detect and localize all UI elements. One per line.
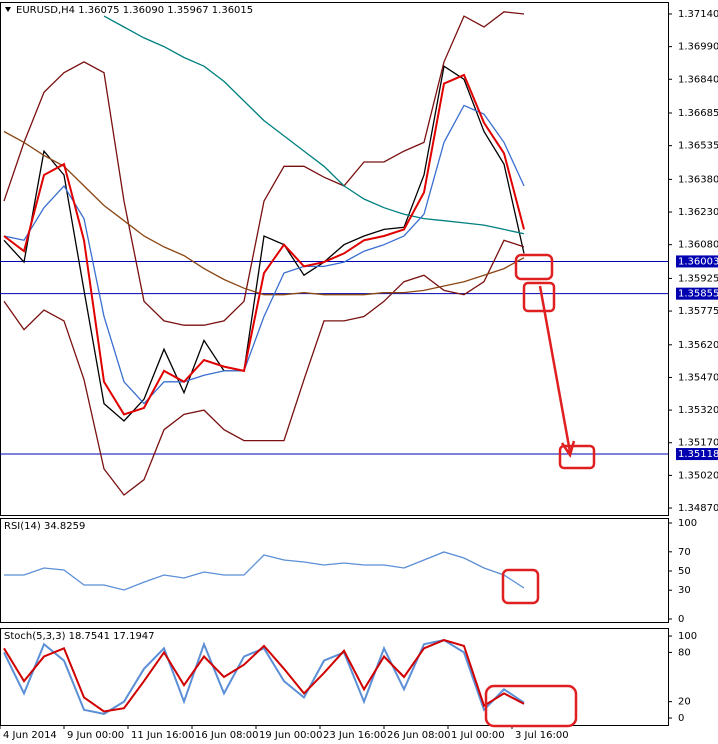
y-tick-label: 1.35775 (678, 306, 718, 317)
y-tick-label: 1.35320 (678, 405, 718, 416)
x-tick-label: 4 Jun 2014 (3, 730, 57, 741)
series-line (4, 551, 525, 591)
y-tick-label: 100 (678, 631, 697, 642)
y-tick-label: 1.36230 (678, 207, 718, 218)
level-label-bg (676, 287, 718, 300)
x-tick-label: 1 Jul 00:00 (451, 730, 505, 741)
x-tick-label: 3 Jul 16:00 (515, 730, 569, 741)
y-tick-label: 1.34870 (678, 503, 718, 514)
level-label-bg (676, 448, 718, 461)
y-tick-label: 70 (678, 547, 691, 558)
y-tick-label: 1.35470 (678, 372, 718, 383)
y-tick-label: 1.36990 (678, 42, 718, 53)
y-tick-label: 1.35925 (678, 273, 718, 284)
panel-title: Stoch(5,3,3) 18.7541 17.1947 (4, 631, 155, 642)
y-tick-label: 1.36840 (678, 74, 718, 85)
y-tick-label: 1.35620 (678, 340, 718, 351)
series-line (3, 104, 525, 405)
y-tick-label: 20 (678, 697, 691, 708)
panel-title: EURUSD,H4 1.36075 1.36090 1.35967 1.3601… (16, 5, 253, 16)
series-line (3, 639, 525, 713)
y-tick-label: 1.36685 (678, 108, 718, 119)
series-line (103, 15, 525, 235)
annotation-arrowhead (560, 440, 576, 458)
y-tick-label: 0 (678, 614, 684, 625)
panel-frame (0, 518, 669, 623)
panel-frame (0, 628, 669, 726)
level-label-bg (676, 255, 718, 268)
y-tick-label: 30 (678, 585, 691, 596)
y-tick-label: 1.35170 (678, 438, 718, 449)
level-label: 1.35855 (678, 289, 718, 300)
y-tick-label: 1.36535 (678, 141, 718, 152)
series-line (3, 11, 525, 326)
y-tick-label: 80 (678, 647, 691, 658)
series-line (3, 130, 525, 296)
annotation-box (501, 568, 540, 605)
y-tick-label: 1.36080 (678, 240, 718, 251)
x-tick-label: 16 Jun 08:00 (195, 730, 259, 741)
x-tick-label: 11 Jun 16:00 (131, 730, 195, 741)
y-tick-label: 0 (678, 713, 684, 724)
y-tick-label: 1.37140 (678, 9, 718, 20)
level-label: 1.35118 (678, 449, 718, 460)
annotation-arrow (538, 285, 572, 453)
panel-title: RSI(14) 34.8259 (4, 521, 85, 532)
menu-icon[interactable] (5, 7, 11, 12)
series-line (3, 639, 525, 715)
annotation-box (522, 281, 556, 313)
annotation-box (514, 253, 554, 281)
level-label: 1.36003 (678, 256, 718, 267)
annotation-box (484, 684, 578, 728)
series-line (3, 65, 525, 422)
y-tick-label: 50 (678, 566, 691, 577)
annotation-box (558, 444, 596, 470)
y-tick-label: 100 (678, 518, 697, 529)
panel-frame (0, 2, 669, 516)
x-tick-label: 23 Jun 16:00 (323, 730, 387, 741)
annotations (484, 253, 596, 728)
x-tick-label: 26 Jun 08:00 (387, 730, 451, 741)
y-tick-label: 1.36380 (678, 174, 718, 185)
x-tick-label: 9 Jun 00:00 (67, 730, 124, 741)
series-line (3, 239, 525, 496)
y-tick-label: 1.35020 (678, 470, 718, 481)
x-tick-label: 19 Jun 00:00 (259, 730, 323, 741)
series-line (3, 73, 525, 416)
